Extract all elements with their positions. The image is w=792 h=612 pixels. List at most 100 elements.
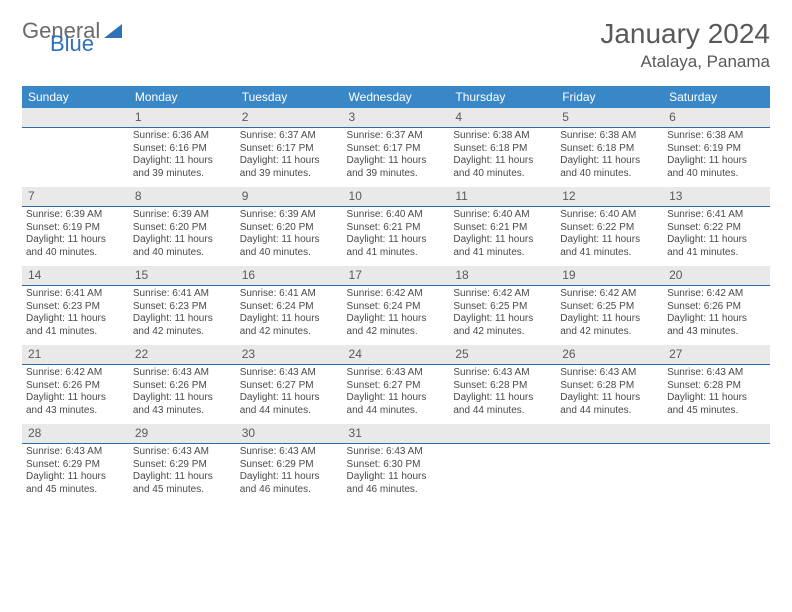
day-content [663, 444, 770, 500]
calendar-cell: 8Sunrise: 6:39 AMSunset: 6:20 PMDaylight… [129, 187, 236, 266]
calendar-row: 7Sunrise: 6:39 AMSunset: 6:19 PMDaylight… [22, 187, 770, 266]
calendar-cell: 9Sunrise: 6:39 AMSunset: 6:20 PMDaylight… [236, 187, 343, 266]
day-line: Sunset: 6:17 PM [347, 143, 446, 156]
day-line: Daylight: 11 hours and 43 minutes. [26, 392, 125, 417]
day-number: 23 [236, 345, 343, 365]
day-header: Friday [556, 86, 663, 108]
day-line: Sunrise: 6:42 AM [667, 288, 766, 301]
calendar-cell: 6Sunrise: 6:38 AMSunset: 6:19 PMDaylight… [663, 108, 770, 187]
logo-word-2: Blue [50, 35, 122, 54]
calendar-cell: 31Sunrise: 6:43 AMSunset: 6:30 PMDayligh… [343, 424, 450, 503]
calendar-row: 28Sunrise: 6:43 AMSunset: 6:29 PMDayligh… [22, 424, 770, 503]
day-number: 30 [236, 424, 343, 444]
day-line: Sunrise: 6:42 AM [453, 288, 552, 301]
day-content: Sunrise: 6:43 AMSunset: 6:29 PMDaylight:… [236, 444, 343, 502]
day-line: Sunrise: 6:40 AM [560, 209, 659, 222]
day-line: Sunrise: 6:41 AM [667, 209, 766, 222]
day-line: Daylight: 11 hours and 43 minutes. [667, 313, 766, 338]
calendar-cell: 12Sunrise: 6:40 AMSunset: 6:22 PMDayligh… [556, 187, 663, 266]
day-content: Sunrise: 6:39 AMSunset: 6:19 PMDaylight:… [22, 207, 129, 265]
day-line: Sunset: 6:24 PM [240, 301, 339, 314]
day-header: Wednesday [343, 86, 450, 108]
day-line: Daylight: 11 hours and 45 minutes. [667, 392, 766, 417]
day-content: Sunrise: 6:38 AMSunset: 6:18 PMDaylight:… [556, 128, 663, 186]
calendar-cell: 7Sunrise: 6:39 AMSunset: 6:19 PMDaylight… [22, 187, 129, 266]
calendar-body: 1Sunrise: 6:36 AMSunset: 6:16 PMDaylight… [22, 108, 770, 503]
day-header: Sunday [22, 86, 129, 108]
calendar-cell: 23Sunrise: 6:43 AMSunset: 6:27 PMDayligh… [236, 345, 343, 424]
day-content: Sunrise: 6:40 AMSunset: 6:22 PMDaylight:… [556, 207, 663, 265]
day-content: Sunrise: 6:41 AMSunset: 6:22 PMDaylight:… [663, 207, 770, 265]
day-line: Daylight: 11 hours and 42 minutes. [133, 313, 232, 338]
calendar-cell: 21Sunrise: 6:42 AMSunset: 6:26 PMDayligh… [22, 345, 129, 424]
day-number: 8 [129, 187, 236, 207]
day-line: Sunrise: 6:43 AM [453, 367, 552, 380]
day-number: 22 [129, 345, 236, 365]
calendar-cell: 28Sunrise: 6:43 AMSunset: 6:29 PMDayligh… [22, 424, 129, 503]
calendar-cell: 18Sunrise: 6:42 AMSunset: 6:25 PMDayligh… [449, 266, 556, 345]
day-content: Sunrise: 6:43 AMSunset: 6:30 PMDaylight:… [343, 444, 450, 502]
calendar-cell [556, 424, 663, 503]
day-line: Sunrise: 6:37 AM [240, 130, 339, 143]
day-line: Sunrise: 6:38 AM [667, 130, 766, 143]
day-line: Sunrise: 6:38 AM [560, 130, 659, 143]
day-line: Sunset: 6:22 PM [667, 222, 766, 235]
calendar-cell [22, 108, 129, 187]
header-right: January 2024 Atalaya, Panama [600, 18, 770, 72]
calendar-cell [449, 424, 556, 503]
day-content: Sunrise: 6:40 AMSunset: 6:21 PMDaylight:… [449, 207, 556, 265]
calendar-cell: 11Sunrise: 6:40 AMSunset: 6:21 PMDayligh… [449, 187, 556, 266]
day-line: Sunrise: 6:38 AM [453, 130, 552, 143]
day-content: Sunrise: 6:38 AMSunset: 6:18 PMDaylight:… [449, 128, 556, 186]
day-content: Sunrise: 6:43 AMSunset: 6:27 PMDaylight:… [343, 365, 450, 423]
day-line: Daylight: 11 hours and 44 minutes. [453, 392, 552, 417]
day-line: Daylight: 11 hours and 46 minutes. [347, 471, 446, 496]
day-line: Sunrise: 6:43 AM [133, 446, 232, 459]
day-line: Sunset: 6:27 PM [240, 380, 339, 393]
day-content: Sunrise: 6:43 AMSunset: 6:29 PMDaylight:… [129, 444, 236, 502]
day-number: 26 [556, 345, 663, 365]
calendar-cell [663, 424, 770, 503]
day-line: Daylight: 11 hours and 44 minutes. [347, 392, 446, 417]
day-number: 16 [236, 266, 343, 286]
day-content: Sunrise: 6:41 AMSunset: 6:24 PMDaylight:… [236, 286, 343, 344]
day-number: 20 [663, 266, 770, 286]
day-number: 29 [129, 424, 236, 444]
day-number: 25 [449, 345, 556, 365]
day-line: Daylight: 11 hours and 44 minutes. [240, 392, 339, 417]
day-line: Sunset: 6:22 PM [560, 222, 659, 235]
day-content: Sunrise: 6:42 AMSunset: 6:25 PMDaylight:… [449, 286, 556, 344]
day-number: 21 [22, 345, 129, 365]
day-number: 28 [22, 424, 129, 444]
day-number: 31 [343, 424, 450, 444]
day-number: 2 [236, 108, 343, 128]
day-line: Sunset: 6:28 PM [667, 380, 766, 393]
day-line: Sunset: 6:26 PM [667, 301, 766, 314]
calendar-cell: 20 Sunrise: 6:42 AMSunset: 6:26 PMDayligh… [663, 266, 770, 345]
day-line: Sunrise: 6:43 AM [133, 367, 232, 380]
day-number: 7 [22, 187, 129, 207]
day-line: Sunset: 6:25 PM [453, 301, 552, 314]
day-line: Daylight: 11 hours and 40 minutes. [240, 234, 339, 259]
day-content [556, 444, 663, 500]
day-line: Sunrise: 6:43 AM [26, 446, 125, 459]
day-line: Sunset: 6:23 PM [26, 301, 125, 314]
day-line: Sunset: 6:24 PM [347, 301, 446, 314]
day-content: Sunrise: 6:42 AMSunset: 6:24 PMDaylight:… [343, 286, 450, 344]
calendar-cell: 3Sunrise: 6:37 AMSunset: 6:17 PMDaylight… [343, 108, 450, 187]
day-number: 3 [343, 108, 450, 128]
day-number: 13 [663, 187, 770, 207]
day-line: Daylight: 11 hours and 40 minutes. [133, 234, 232, 259]
day-line: Daylight: 11 hours and 41 minutes. [560, 234, 659, 259]
day-number: 6 [663, 108, 770, 128]
day-line: Sunrise: 6:41 AM [26, 288, 125, 301]
day-line: Daylight: 11 hours and 44 minutes. [560, 392, 659, 417]
day-number: 14 [22, 266, 129, 286]
page-title: January 2024 [600, 18, 770, 50]
day-line: Daylight: 11 hours and 41 minutes. [667, 234, 766, 259]
calendar-cell: 13Sunrise: 6:41 AMSunset: 6:22 PMDayligh… [663, 187, 770, 266]
day-line: Daylight: 11 hours and 40 minutes. [667, 155, 766, 180]
calendar-cell: 25Sunrise: 6:43 AMSunset: 6:28 PMDayligh… [449, 345, 556, 424]
day-content [449, 444, 556, 500]
day-header: Thursday [449, 86, 556, 108]
